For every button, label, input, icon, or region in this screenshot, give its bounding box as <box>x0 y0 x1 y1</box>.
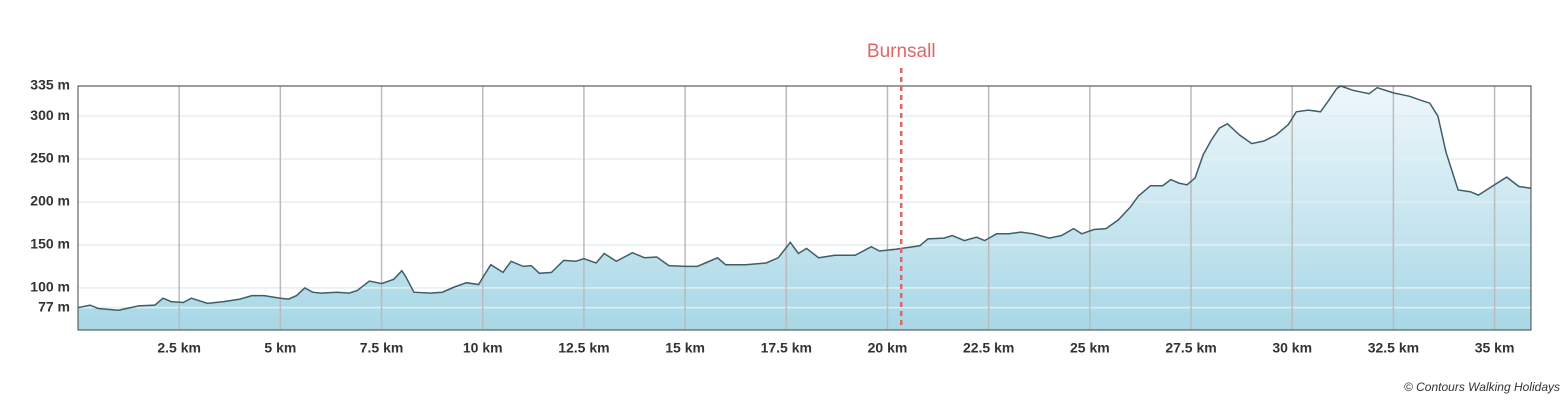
x-tick-label: 10 km <box>463 340 503 356</box>
x-tick-label: 17.5 km <box>761 340 812 356</box>
x-tick-label: 20 km <box>868 340 908 356</box>
credit: © Contours Walking Holidays <box>1404 380 1560 394</box>
x-tick-label: 25 km <box>1070 340 1110 356</box>
x-tick-label: 5 km <box>264 340 296 356</box>
x-tick-label: 7.5 km <box>360 340 404 356</box>
y-tick-label: 200 m <box>30 193 70 209</box>
x-tick-label: 15 km <box>665 340 705 356</box>
x-tick-label: 30 km <box>1272 340 1312 356</box>
y-tick-label: 335 m <box>30 77 70 93</box>
x-tick-label: 27.5 km <box>1165 340 1216 356</box>
y-tick-label: 77 m <box>38 298 70 314</box>
elevation-area <box>78 86 1531 330</box>
y-tick-label: 100 m <box>30 279 70 295</box>
marker-label: Burnsall <box>867 41 936 62</box>
y-tick-label: 150 m <box>30 236 70 252</box>
x-tick-label: 22.5 km <box>963 340 1014 356</box>
x-tick-label: 12.5 km <box>558 340 609 356</box>
elevation-line <box>77 85 1532 311</box>
y-tick-label: 250 m <box>30 150 70 166</box>
x-tick-label: 2.5 km <box>157 340 201 356</box>
x-tick-label: 35 km <box>1475 340 1515 356</box>
x-tick-label: 32.5 km <box>1368 340 1419 356</box>
y-tick-label: 300 m <box>30 107 70 123</box>
plot-frame <box>77 85 1532 331</box>
